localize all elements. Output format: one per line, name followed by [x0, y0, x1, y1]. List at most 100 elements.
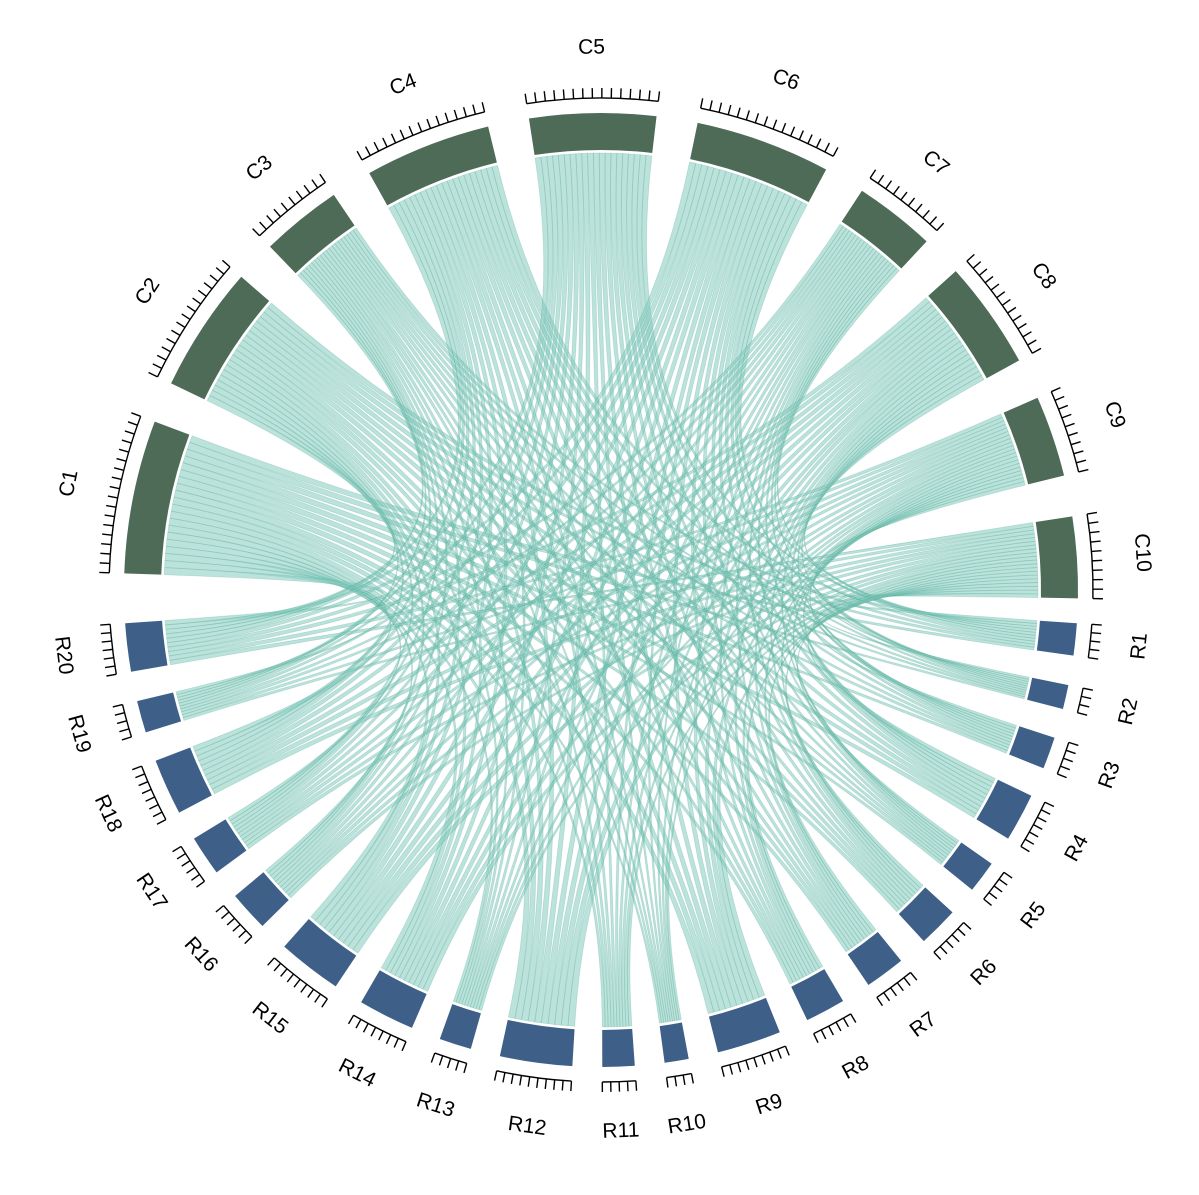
tick-c10	[1090, 540, 1101, 543]
chord-link-C10-R14	[422, 544, 1037, 992]
tick-c4	[408, 125, 414, 136]
axis-r2	[1076, 688, 1084, 713]
label-c7: C7	[918, 145, 953, 180]
tick-r13	[455, 1060, 460, 1071]
tick-r12	[536, 1077, 539, 1088]
label-r8: R8	[838, 1051, 873, 1084]
tick-r20	[104, 665, 116, 669]
tick-c2	[181, 313, 191, 321]
label-r5: R5	[1016, 898, 1051, 933]
tick-r1	[1089, 648, 1100, 652]
tick-c5	[524, 93, 528, 104]
tick-c4	[417, 122, 423, 133]
tick-c6	[807, 134, 813, 144]
axis-c7	[869, 177, 938, 231]
tick-r9	[769, 1051, 774, 1062]
tick-c2	[215, 267, 225, 275]
chord-link-C10-R1	[819, 593, 1039, 624]
tick-r3	[1065, 749, 1076, 755]
tick-c4	[462, 106, 468, 117]
label-r12: R12	[507, 1112, 548, 1140]
tick-c1	[103, 523, 114, 527]
tick-r2	[1082, 687, 1094, 691]
tick-c4	[373, 141, 380, 152]
tick-c4	[444, 112, 449, 123]
tick-r17	[186, 867, 196, 874]
sector-r7	[847, 931, 902, 985]
label-c3: C3	[242, 151, 277, 186]
chord-link-C10-R10	[666, 559, 1038, 1021]
label-r17: R17	[131, 869, 172, 914]
tick-c1	[124, 430, 135, 435]
tick-c4	[481, 102, 486, 113]
tick-c8	[1017, 322, 1027, 330]
tick-r9	[729, 1064, 734, 1075]
tick-r12	[519, 1075, 523, 1086]
tick-c6	[815, 138, 822, 148]
sector-r9	[708, 997, 780, 1053]
tick-c2	[166, 337, 176, 345]
tick-r13	[463, 1063, 468, 1074]
tick-c8	[984, 275, 994, 284]
tick-c1	[100, 552, 111, 555]
label-r15: R15	[248, 997, 293, 1039]
tick-r6	[933, 951, 942, 961]
sector-c7	[841, 190, 927, 269]
tick-c4	[472, 104, 477, 115]
chord-link-C10-R9	[716, 563, 1038, 998]
tick-r4	[1029, 831, 1039, 838]
tick-c4	[382, 137, 388, 148]
tick-c10	[1088, 521, 1099, 525]
label-r4: R4	[1060, 830, 1093, 865]
tick-r13	[438, 1055, 444, 1066]
tick-c2	[176, 321, 186, 328]
tick-r17	[181, 860, 191, 867]
tick-r9	[745, 1059, 750, 1070]
tick-r8	[835, 1021, 842, 1032]
label-r10: R10	[666, 1110, 708, 1139]
tick-r13	[430, 1052, 436, 1063]
tick-r20	[100, 623, 111, 626]
tick-r18	[141, 788, 152, 795]
tick-c5	[553, 90, 556, 101]
label-c5: C5	[578, 35, 605, 58]
tick-r4	[1037, 816, 1047, 823]
tick-c1	[104, 514, 115, 518]
tick-r17	[176, 852, 186, 860]
sector-c5	[528, 112, 657, 156]
axis-r19	[121, 704, 133, 738]
axis-c6	[700, 107, 834, 157]
chord-link-C9-R9	[712, 452, 1018, 1000]
tick-r7	[890, 987, 898, 997]
tick-c7	[877, 174, 885, 184]
tick-c5	[629, 88, 632, 99]
tick-c7	[869, 169, 877, 179]
tick-c1	[99, 562, 110, 565]
sector-c1	[124, 421, 190, 575]
tick-c8	[972, 261, 982, 269]
tick-c6	[772, 119, 778, 130]
tick-c7	[900, 191, 908, 201]
tick-c5	[657, 91, 661, 102]
label-r6: R6	[966, 955, 1001, 990]
tick-r12	[561, 1080, 564, 1091]
tick-c1	[118, 448, 129, 453]
axis-c5	[526, 97, 659, 105]
tick-r2	[1081, 695, 1092, 700]
tick-r16	[220, 911, 230, 920]
label-c2: C2	[131, 274, 165, 309]
tick-c9	[1058, 404, 1069, 410]
axis-r12	[496, 1070, 572, 1082]
tick-c3	[280, 202, 289, 212]
axis-r9	[721, 1045, 786, 1068]
tick-c1	[107, 495, 118, 499]
tick-c6	[709, 100, 713, 111]
axis-c3	[259, 181, 326, 237]
tick-r18	[132, 765, 142, 771]
axis-r15	[273, 957, 328, 1000]
tick-c3	[266, 215, 274, 224]
tick-c7	[922, 209, 930, 219]
chord-link-C10-R12	[567, 552, 1038, 1027]
tick-c9	[1078, 468, 1089, 473]
tick-r15	[293, 978, 301, 988]
